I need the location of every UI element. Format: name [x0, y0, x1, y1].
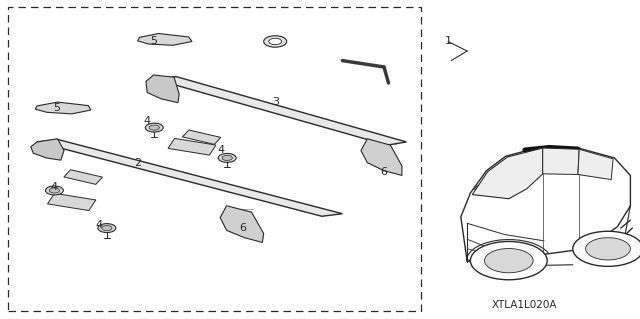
Text: 6: 6	[240, 223, 246, 233]
Polygon shape	[146, 75, 179, 103]
Polygon shape	[64, 170, 102, 184]
Circle shape	[149, 125, 159, 130]
Circle shape	[45, 186, 63, 195]
Polygon shape	[220, 206, 264, 242]
Polygon shape	[472, 148, 543, 199]
Circle shape	[573, 231, 640, 266]
Circle shape	[218, 153, 236, 162]
Circle shape	[269, 38, 282, 45]
Text: 1: 1	[445, 36, 451, 47]
Circle shape	[145, 123, 163, 132]
Polygon shape	[543, 148, 579, 174]
Polygon shape	[578, 149, 613, 180]
Polygon shape	[35, 102, 91, 114]
Polygon shape	[31, 139, 64, 160]
Text: 2: 2	[134, 158, 141, 168]
Polygon shape	[138, 33, 192, 45]
Text: 4: 4	[217, 145, 225, 155]
Text: 5: 5	[53, 103, 60, 114]
Polygon shape	[47, 193, 96, 211]
Circle shape	[586, 238, 630, 260]
Text: 4: 4	[143, 116, 151, 126]
Circle shape	[49, 188, 60, 193]
Polygon shape	[37, 139, 342, 216]
Text: XTLA1L020A: XTLA1L020A	[492, 300, 557, 310]
Text: 5: 5	[150, 36, 157, 47]
Circle shape	[484, 249, 533, 273]
Polygon shape	[182, 130, 221, 144]
Polygon shape	[168, 138, 216, 155]
Circle shape	[102, 226, 112, 231]
Circle shape	[264, 36, 287, 47]
Text: 4: 4	[51, 182, 58, 192]
Circle shape	[222, 155, 232, 160]
Circle shape	[98, 224, 116, 233]
Text: 4: 4	[95, 220, 103, 230]
Bar	[8, 7, 421, 311]
Circle shape	[470, 241, 547, 280]
Polygon shape	[157, 77, 406, 145]
Polygon shape	[461, 147, 630, 262]
Text: 6: 6	[381, 167, 387, 177]
Text: 3: 3	[272, 97, 278, 107]
Polygon shape	[361, 139, 402, 175]
